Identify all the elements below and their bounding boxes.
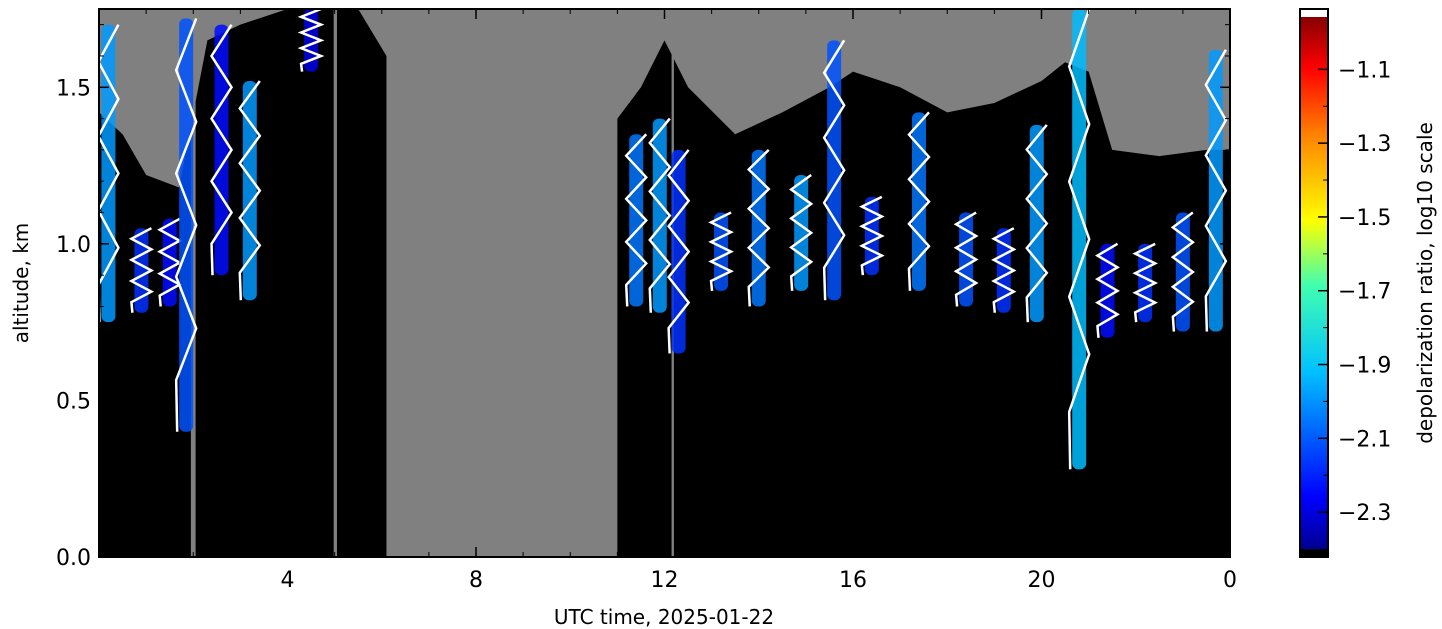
contour-19: [1067, 9, 1091, 470]
depol-feature-4: [214, 24, 229, 276]
x-tick-label: 0: [1223, 568, 1237, 593]
contour-14: [859, 195, 885, 276]
depolarization-features: [99, 9, 1228, 470]
depol-feature-8: [652, 118, 667, 313]
x-tick-label: 20: [1028, 568, 1056, 593]
depol-feature-12: [794, 174, 809, 291]
x-tick-label: 8: [469, 568, 483, 593]
contour-0: [99, 24, 120, 323]
contour-21: [1132, 242, 1159, 323]
y-tick-label: 1.5: [56, 76, 91, 101]
contour-3: [174, 17, 198, 432]
contour-1: [128, 227, 155, 313]
depol-feature-6: [304, 9, 319, 72]
contour-13: [822, 39, 846, 301]
depol-feature-11: [751, 149, 766, 307]
contour-5: [238, 80, 262, 301]
contour-16: [953, 211, 979, 307]
no-data-layer: [99, 9, 1230, 557]
colorbar-tick-label: −1.9: [1338, 354, 1391, 379]
x-axis-label: UTC time, 2025-01-22: [554, 605, 774, 629]
no-data-above-cloud: [99, 9, 1230, 188]
depol-feature-20: [1100, 243, 1115, 338]
contour-11: [746, 149, 771, 307]
contour-17: [991, 227, 1017, 313]
depol-feature-22: [1175, 212, 1190, 332]
colorbar-tick-label: −2.3: [1338, 501, 1391, 526]
depol-feature-0: [101, 24, 116, 323]
colorbar-label: depolarization ratio, log10 scale: [1413, 122, 1437, 444]
x-axis: 4 8 12 16 20 0: [145, 9, 1237, 593]
depol-feature-7: [629, 134, 644, 307]
colorbar-tick-label: −1.7: [1338, 280, 1391, 305]
depol-feature-21: [1138, 243, 1153, 323]
contour-23: [1204, 49, 1228, 332]
depol-feature-23: [1208, 49, 1223, 332]
contour-8: [648, 117, 672, 313]
colorbar: −2.3 −2.1 −1.9 −1.7 −1.5 −1.3 −1.1: [1299, 8, 1391, 558]
depol-feature-2: [162, 218, 177, 307]
no-data-period-1: [190, 9, 196, 557]
depol-feature-19: [1072, 9, 1087, 470]
contour-22: [1170, 211, 1195, 332]
depol-feature-5: [242, 81, 257, 301]
plot-area: [99, 9, 1230, 557]
no-data-period-0: [386, 9, 618, 557]
contour-18: [1025, 124, 1049, 323]
depol-feature-3: [179, 18, 194, 432]
depol-feature-13: [827, 40, 842, 301]
colorbar-ticks: −2.3 −2.1 −1.9 −1.7 −1.5 −1.3 −1.1: [1318, 58, 1391, 526]
depol-feature-18: [1029, 124, 1044, 323]
depol-feature-1: [134, 228, 149, 313]
x-tick-label: 16: [839, 568, 867, 593]
y-tick-label: 0.5: [56, 389, 91, 414]
depol-feature-15: [911, 112, 926, 291]
colorbar-tick-label: −2.1: [1338, 427, 1391, 452]
x-tick-label: 12: [651, 568, 679, 593]
depol-feature-10: [714, 212, 729, 291]
depol-feature-17: [996, 228, 1011, 313]
colorbar-over-cap: [1300, 9, 1328, 17]
depol-feature-14: [864, 196, 879, 276]
contour-20: [1095, 242, 1120, 338]
contour-15: [907, 111, 931, 291]
y-axis: 0.0 0.5 1.0 1.5: [56, 24, 1230, 571]
depol-feature-9: [671, 149, 686, 354]
contour-4: [210, 23, 234, 276]
contour-10: [708, 211, 734, 291]
colorbar-tick-label: −1.3: [1338, 132, 1391, 157]
contour-6: [297, 9, 325, 72]
contour-12: [789, 173, 814, 291]
no-data-period-2: [333, 9, 337, 557]
depol-feature-16: [959, 212, 974, 307]
colorbar-tick-label: −1.1: [1338, 58, 1391, 83]
colorbar-tick-label: −1.5: [1338, 206, 1391, 231]
x-tick-label: 4: [281, 568, 295, 593]
contour-7: [624, 133, 648, 307]
y-tick-label: 0.0: [56, 546, 91, 571]
y-axis-label: altitude, km: [9, 223, 33, 344]
contour-9: [667, 149, 691, 354]
colorbar-gradient: [1300, 14, 1328, 557]
colorbar-under-cap: [1300, 549, 1328, 557]
colorbar-frame: [1299, 8, 1329, 558]
y-tick-label: 1.0: [56, 233, 91, 258]
